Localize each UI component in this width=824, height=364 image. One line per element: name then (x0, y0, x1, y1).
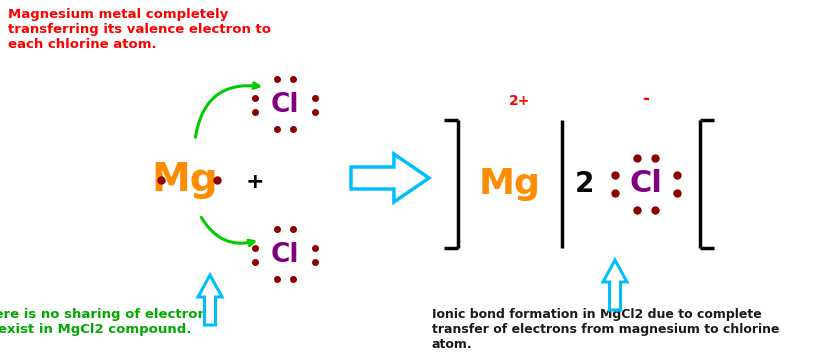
Text: 2: 2 (574, 170, 593, 198)
Text: Mg: Mg (479, 167, 541, 201)
Text: 2+: 2+ (509, 94, 531, 108)
Text: Ionic bond formation in MgCl2 due to complete
transfer of electrons from magnesi: Ionic bond formation in MgCl2 due to com… (432, 308, 780, 351)
Polygon shape (603, 260, 627, 310)
Text: Cl: Cl (630, 170, 662, 198)
Text: Cl: Cl (271, 242, 299, 268)
Text: Cl: Cl (271, 92, 299, 118)
Text: Mg: Mg (152, 161, 218, 199)
Polygon shape (351, 154, 429, 202)
Text: Magnesium metal completely
transferring its valence electron to
each chlorine at: Magnesium metal completely transferring … (8, 8, 271, 51)
Text: +: + (246, 172, 265, 192)
Text: -: - (643, 90, 649, 108)
Polygon shape (198, 275, 222, 325)
Text: There is no sharing of electrons
exist in MgCl2 compound.: There is no sharing of electrons exist i… (0, 308, 214, 336)
